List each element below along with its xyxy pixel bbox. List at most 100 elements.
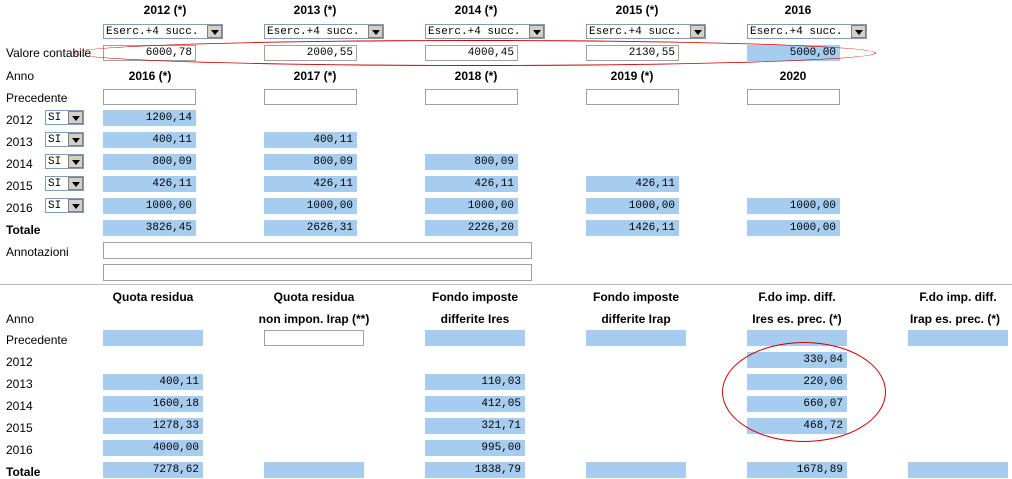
year-header-2016: 2016 <box>784 3 812 17</box>
mid-cell: 800,09 <box>103 154 196 170</box>
mid-cell: 800,09 <box>425 154 518 170</box>
totale-cell: 2226,20 <box>425 220 518 236</box>
mid-cell: 400,11 <box>264 132 357 148</box>
year-header-2015: 2015 (*) <box>615 3 659 17</box>
bottom-totale-fondo-irap <box>586 462 686 478</box>
si-select-2014[interactable]: SI <box>45 154 84 169</box>
chevron-down-icon[interactable] <box>68 199 83 212</box>
chevron-down-icon[interactable] <box>368 25 383 38</box>
period-select-2015[interactable]: Eserc.+4 succ. <box>586 24 706 39</box>
bottom-cell: 321,71 <box>425 418 525 434</box>
chevron-down-icon[interactable] <box>851 25 866 38</box>
bottom-cell: 1600,18 <box>103 396 203 412</box>
mid-cell: 1000,00 <box>264 198 357 214</box>
mid-cell: 1000,00 <box>586 198 679 214</box>
mid-cell: 426,11 <box>586 176 679 192</box>
bottom-cell: 412,05 <box>425 396 525 412</box>
mid-year-header-2018: 2018 (*) <box>454 69 498 83</box>
annotazioni-input-1[interactable] <box>103 242 532 259</box>
header-quota-residua-irap: Quota residua <box>273 290 355 304</box>
annotazioni-label: Annotazioni <box>6 245 69 259</box>
period-select-2016[interactable]: Eserc.+4 succ. <box>747 24 867 39</box>
chevron-down-icon[interactable] <box>690 25 705 38</box>
bottom-precedente-label: Precedente <box>6 333 68 347</box>
mid-cell: 426,11 <box>264 176 357 192</box>
totale-label: Totale <box>6 223 41 237</box>
bottom-cell: 400,11 <box>103 374 203 390</box>
mid-cell: 1000,00 <box>425 198 518 214</box>
bottom-cell: 110,03 <box>425 374 525 390</box>
precedente-input-2018[interactable] <box>425 89 518 105</box>
period-select-2014[interactable]: Eserc.+4 succ. <box>425 24 545 39</box>
bottom-prec-fondo-irap <box>586 330 686 346</box>
precedente-input-2020[interactable] <box>747 89 840 105</box>
bottom-prec-quota-irap-input[interactable] <box>264 330 364 346</box>
bottom-row-year-2015: 2015 <box>6 421 33 435</box>
header-fdo-ires-prec: F.do imp. diff. <box>758 290 836 304</box>
bottom-totale-label: Totale <box>6 465 41 479</box>
totale-cell: 2626,31 <box>264 220 357 236</box>
mid-cell: 1000,00 <box>747 198 840 214</box>
totale-cell: 3826,45 <box>103 220 196 236</box>
bottom-cell: 1278,33 <box>103 418 203 434</box>
chevron-down-icon[interactable] <box>68 155 83 168</box>
header2-fdo-ires-prec: Ires es. prec. (*) <box>752 312 842 326</box>
valore-contabile-label: Valore contabile <box>6 46 92 60</box>
header-fondo-irap: Fondo imposte <box>593 290 679 304</box>
bottom-cell: 995,00 <box>425 440 525 456</box>
mid-cell: 1000,00 <box>103 198 196 214</box>
bottom-totale-fdo-ires: 1678,89 <box>747 462 847 478</box>
bottom-row-year-2014: 2014 <box>6 399 33 413</box>
bottom-cell: 4000,00 <box>103 440 203 456</box>
mid-cell: 400,11 <box>103 132 196 148</box>
bottom-row-year-2016: 2016 <box>6 443 33 457</box>
bottom-anno-label: Anno <box>6 312 35 326</box>
period-select-2012[interactable]: Eserc.+4 succ. <box>103 24 223 39</box>
row-year-2014: 2014 <box>6 157 33 171</box>
mid-year-header-2016: 2016 (*) <box>128 69 172 83</box>
header-fondo-ires: Fondo imposte <box>432 290 518 304</box>
period-select-2013[interactable]: Eserc.+4 succ. <box>264 24 384 39</box>
precedente-input-2016[interactable] <box>103 89 196 105</box>
row-year-2015: 2015 <box>6 179 33 193</box>
mid-year-header-2020: 2020 <box>779 69 807 83</box>
chevron-down-icon[interactable] <box>207 25 222 38</box>
mid-cell: 426,11 <box>425 176 518 192</box>
bottom-totale-quota: 7278,62 <box>103 462 203 478</box>
totale-cell: 1426,11 <box>586 220 679 236</box>
annotazioni-input-2[interactable] <box>103 264 532 281</box>
mid-year-header-2019: 2019 (*) <box>610 69 654 83</box>
precedente-label: Precedente <box>6 91 68 105</box>
row-year-2012: 2012 <box>6 113 33 127</box>
bottom-row-year-2012: 2012 <box>6 355 33 369</box>
precedente-input-2017[interactable] <box>264 89 357 105</box>
chevron-down-icon[interactable] <box>68 177 83 190</box>
header-fdo-irap-prec: F.do imp. diff. <box>919 290 997 304</box>
mid-year-header-2017: 2017 (*) <box>293 69 337 83</box>
chevron-down-icon[interactable] <box>68 111 83 124</box>
precedente-input-2019[interactable] <box>586 89 679 105</box>
red-highlight-ellipse-valore <box>74 40 876 66</box>
year-header-2013: 2013 (*) <box>293 3 337 17</box>
bottom-prec-quota <box>103 330 203 346</box>
si-select-2016[interactable]: SI <box>45 198 84 213</box>
header2-fdo-irap-prec: Irap es. prec. (*) <box>909 312 1001 326</box>
chevron-down-icon[interactable] <box>68 133 83 146</box>
si-select-2015[interactable]: SI <box>45 176 84 191</box>
year-header-2014: 2014 (*) <box>454 3 498 17</box>
si-select-2012[interactable]: SI <box>45 110 84 125</box>
header2-fondo-irap: differite Irap <box>601 312 671 326</box>
anno-label: Anno <box>6 69 35 83</box>
row-year-2016: 2016 <box>6 201 33 215</box>
header2-quota-residua-irap: non impon. Irap (**) <box>258 312 370 326</box>
bottom-totale-fondo-ires: 1838,79 <box>425 462 525 478</box>
row-year-2013: 2013 <box>6 135 33 149</box>
mid-cell: 426,11 <box>103 176 196 192</box>
bottom-prec-fdo-irap <box>908 330 1008 346</box>
header-quota-residua: Quota residua <box>112 290 194 304</box>
mid-cell: 1200,14 <box>103 110 196 126</box>
si-select-2013[interactable]: SI <box>45 132 84 147</box>
section-divider <box>0 284 1012 285</box>
mid-cell: 800,09 <box>264 154 357 170</box>
chevron-down-icon[interactable] <box>529 25 544 38</box>
